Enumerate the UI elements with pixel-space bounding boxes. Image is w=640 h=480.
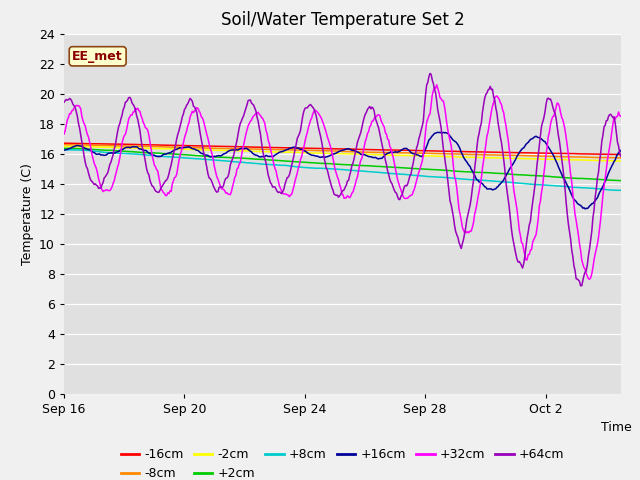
- Y-axis label: Temperature (C): Temperature (C): [20, 163, 33, 264]
- Title: Soil/Water Temperature Set 2: Soil/Water Temperature Set 2: [221, 11, 464, 29]
- Text: EE_met: EE_met: [72, 50, 123, 63]
- Legend: -16cm, -8cm, -2cm, +2cm, +8cm, +16cm, +32cm, +64cm: -16cm, -8cm, -2cm, +2cm, +8cm, +16cm, +3…: [116, 443, 569, 480]
- X-axis label: Time: Time: [601, 421, 632, 434]
